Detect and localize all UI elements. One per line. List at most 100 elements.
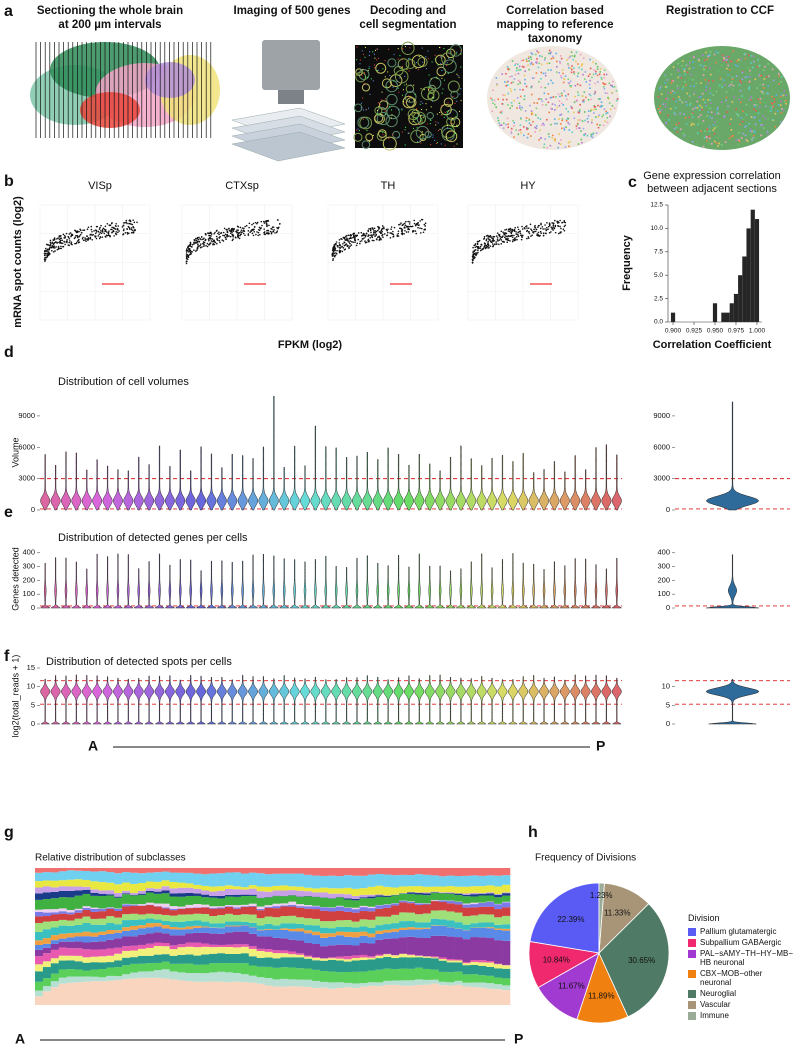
registered-cell: [664, 75, 667, 78]
scatter-point: [126, 231, 129, 234]
subclass-segment: [478, 893, 487, 894]
scatter-point: [78, 230, 80, 233]
mapped-cell: [595, 70, 597, 73]
scatter-point: [248, 226, 250, 229]
subclass-segment: [304, 955, 313, 957]
mapped-cell: [568, 140, 571, 143]
scatter-xlabel: FPKM (log2): [278, 339, 342, 351]
scatter-point: [542, 228, 544, 230]
subclass-segment: [169, 868, 178, 873]
scatter-point: [86, 235, 88, 237]
subclass-segment: [225, 906, 234, 914]
registered-cell: [740, 117, 743, 119]
spot: [439, 128, 441, 130]
violin: [611, 454, 622, 511]
subclass-segment: [201, 885, 210, 891]
scatter-point: [253, 225, 256, 228]
y-tick-label: 6000: [18, 442, 35, 451]
hist-bar: [738, 275, 743, 322]
registered-cell: [684, 73, 686, 76]
mapped-cell: [502, 98, 504, 101]
scatter-point: [56, 248, 59, 251]
violin: [81, 469, 92, 511]
subclass-segment: [304, 979, 313, 987]
subclass-segment: [130, 950, 139, 958]
subclass-segment: [201, 932, 210, 944]
y-tick-label: 3000: [653, 474, 670, 483]
subclass-segment: [415, 957, 424, 968]
registered-cell: [761, 90, 764, 93]
subclass-segment: [296, 917, 305, 924]
subclass-segment: [114, 896, 123, 898]
scatter-point: [480, 243, 482, 246]
registered-cell: [744, 57, 747, 60]
mapped-cell: [540, 98, 543, 100]
scatter-point: [375, 230, 378, 233]
registered-cell: [767, 118, 770, 120]
mapped-cell: [573, 67, 575, 69]
subclass-segment: [430, 925, 440, 936]
registered-cell: [758, 64, 761, 67]
scatter-point: [185, 260, 188, 263]
violin: [580, 558, 591, 609]
registered-cell: [754, 105, 756, 107]
registered-cell: [746, 140, 749, 143]
violin: [445, 456, 456, 511]
spot: [420, 142, 422, 144]
violin: [143, 561, 155, 609]
spot: [391, 114, 393, 116]
subclass-segment: [153, 923, 162, 927]
scatter-point: [237, 232, 240, 235]
scatter-point: [332, 258, 335, 260]
legend-swatch: [688, 950, 696, 958]
subclass-segment: [280, 896, 289, 904]
scatter-point: [49, 243, 52, 245]
subclass-segment: [58, 941, 67, 948]
subclass-segment: [454, 901, 463, 905]
registered-cell: [712, 80, 714, 82]
subclass-segment: [494, 886, 503, 895]
scatter-point: [339, 250, 342, 252]
scatter-point: [62, 245, 65, 248]
subclass-segment: [304, 918, 313, 926]
subclass-segment: [335, 920, 345, 927]
subclass-segment: [478, 914, 487, 923]
subclass-segment: [407, 968, 416, 981]
violin: [40, 454, 51, 511]
scatter-point: [353, 232, 355, 235]
subclass-segment: [145, 977, 155, 1005]
registered-cell: [689, 61, 691, 64]
mapped-cell: [598, 114, 600, 117]
scatter-point: [399, 227, 401, 230]
subclass-segment: [217, 933, 226, 945]
mapped-cell: [540, 63, 543, 66]
violin: [435, 674, 446, 725]
registered-cell: [753, 104, 756, 106]
subclass-segment: [359, 954, 368, 958]
mapped-cell: [605, 110, 607, 113]
mapped-cell: [525, 127, 528, 129]
legend-entry: Pallium glutamatergic: [688, 927, 794, 936]
subclass-segment: [272, 903, 281, 907]
spot: [360, 69, 362, 71]
scatter-point: [257, 234, 259, 237]
subclass-segment: [82, 871, 91, 880]
mapped-cell: [594, 90, 597, 93]
subclass-segment: [486, 927, 495, 929]
registered-cell: [780, 93, 783, 96]
registered-cell: [666, 86, 668, 88]
subclass-segment: [422, 874, 432, 887]
scatter-point: [69, 232, 72, 234]
scatter-point: [516, 238, 518, 241]
registered-cell: [713, 140, 716, 143]
subclass-segment: [335, 931, 345, 936]
spot: [456, 73, 458, 75]
mapped-cell: [562, 81, 565, 84]
subclass-segment: [296, 931, 305, 941]
scatter-point: [535, 228, 538, 231]
registered-cell: [670, 91, 672, 94]
registered-cell: [731, 78, 734, 80]
spot: [388, 138, 390, 140]
scatter-point: [475, 254, 477, 257]
scatter-point: [397, 232, 400, 235]
